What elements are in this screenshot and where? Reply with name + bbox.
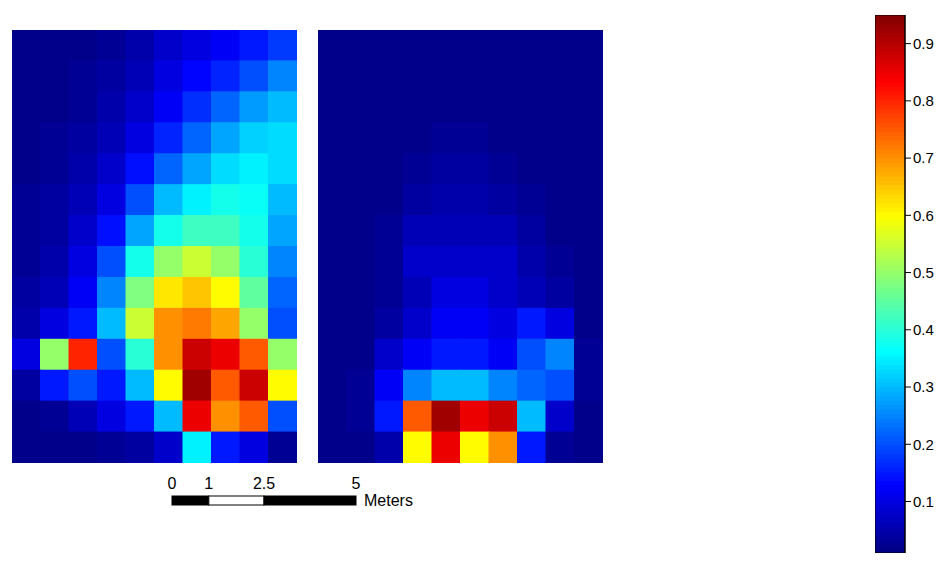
svg-text:0.9: 0.9	[913, 35, 934, 52]
svg-text:2.5: 2.5	[253, 475, 275, 492]
svg-text:0.6: 0.6	[913, 207, 934, 224]
svg-text:0: 0	[168, 475, 177, 492]
svg-text:1: 1	[204, 475, 213, 492]
svg-text:Meters: Meters	[364, 492, 413, 509]
svg-text:0.5: 0.5	[913, 264, 934, 281]
svg-text:0.7: 0.7	[913, 149, 934, 166]
svg-text:0.4: 0.4	[913, 321, 934, 338]
svg-text:0.3: 0.3	[913, 378, 934, 395]
svg-text:0.1: 0.1	[913, 493, 934, 510]
svg-text:0.8: 0.8	[913, 92, 934, 109]
svg-text:5: 5	[352, 475, 361, 492]
svg-text:0.2: 0.2	[913, 436, 934, 453]
